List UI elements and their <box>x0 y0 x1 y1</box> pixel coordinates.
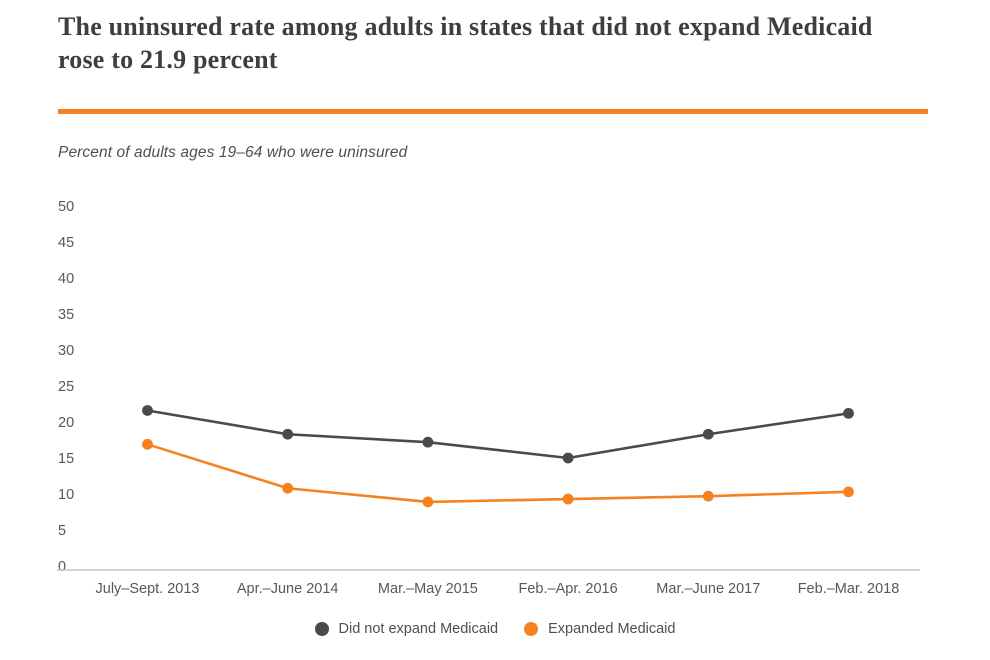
legend-label: Expanded Medicaid <box>548 621 676 637</box>
data-point <box>142 438 153 450</box>
data-point <box>843 486 854 498</box>
x-axis-label: Mar.–June 2017 <box>656 581 760 597</box>
x-axis-label: Apr.–June 2014 <box>237 581 339 597</box>
y-axis-tick-label: 30 <box>58 343 74 359</box>
series-line <box>146 409 850 460</box>
legend-dot-dark-icon <box>314 622 329 636</box>
data-point <box>562 493 574 505</box>
x-axis-label: Feb.–Mar. 2018 <box>798 581 900 597</box>
data-point <box>282 428 294 440</box>
y-axis-tick-label: 40 <box>58 271 74 287</box>
x-axis-label: July–Sept. 2013 <box>96 581 200 597</box>
legend-label: Did not expand Medicaid <box>338 621 499 637</box>
y-axis-tick-label: 50 <box>58 199 74 215</box>
y-axis-tick-label: 15 <box>58 451 74 467</box>
accent-divider-rule <box>58 109 928 114</box>
y-axis-tick-label: 5 <box>58 523 66 539</box>
data-point <box>562 452 574 464</box>
chart-subtitle: Percent of adults ages 19–64 who were un… <box>58 144 408 161</box>
legend-dot-orange-icon <box>524 622 539 636</box>
data-point <box>422 496 434 508</box>
y-axis-tick-label: 25 <box>58 379 74 395</box>
data-point <box>422 436 434 448</box>
data-point <box>843 407 854 419</box>
chart-legend: Did not expand Medicaid Expanded Medicai… <box>0 621 990 637</box>
y-axis-tick-label: 20 <box>58 415 74 431</box>
data-point <box>702 428 714 440</box>
chart-title: The uninsured rate among adults in state… <box>58 12 873 74</box>
y-axis-tick-label: 10 <box>58 487 74 503</box>
data-point <box>702 490 714 502</box>
data-point <box>282 482 294 494</box>
y-axis-tick-label: 0 <box>58 559 66 575</box>
y-axis-tick-label: 35 <box>58 307 74 323</box>
x-axis-label: Mar.–May 2015 <box>378 581 478 597</box>
x-axis-label: Feb.–Apr. 2016 <box>519 581 618 597</box>
y-axis-tick-label: 45 <box>58 235 74 251</box>
data-point <box>142 405 153 416</box>
legend-item-expanded: Expanded Medicaid <box>524 621 675 637</box>
legend-item-did-not-expand: Did not expand Medicaid <box>314 621 499 637</box>
series-line <box>146 443 850 504</box>
